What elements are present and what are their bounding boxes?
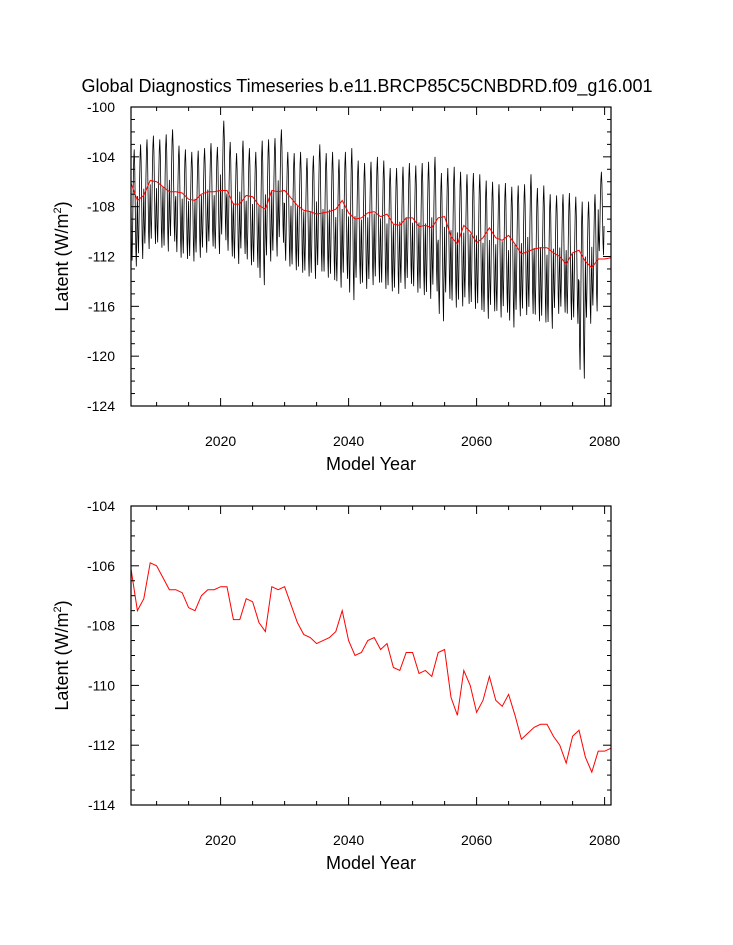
x-axis-title: Model Year (326, 454, 416, 474)
y-tick-label: -112 (88, 249, 115, 265)
x-tick-label: 2080 (589, 433, 620, 449)
x-tick-label: 2040 (333, 832, 364, 848)
x-tick-label: 2020 (205, 433, 236, 449)
y-tick-label: -112 (88, 737, 115, 753)
x-tick-label: 2060 (461, 433, 492, 449)
x-tick-label: 2080 (589, 832, 620, 848)
x-tick-label: 2040 (333, 433, 364, 449)
series-annual-line (131, 179, 611, 269)
y-tick-label: -124 (87, 398, 115, 414)
y-axis-title: Latent (W/m2) (52, 600, 72, 710)
series-monthly-line (131, 120, 605, 379)
bottom-panel: 2020 2040 2060 2080 -114 -112 -110 -108 -106 -104… (52, 498, 620, 873)
x-tick-label: 2020 (205, 832, 236, 848)
y-tick-label: -104 (87, 498, 115, 514)
y-tick-label: -120 (87, 348, 115, 364)
y-tick-label: -110 (88, 677, 115, 693)
plot-frame (130, 505, 612, 806)
series-annual-line (131, 562, 611, 774)
chart-title: Global Diagnostics Timeseries b.e11.BRCP… (82, 76, 653, 97)
x-axis-title: Model Year (326, 853, 416, 873)
y-tick-label: -100 (87, 99, 115, 115)
y-axis-title: Latent (W/m2) (52, 201, 72, 311)
x-tick-label: 2060 (461, 832, 492, 848)
y-tick-label: -106 (87, 558, 115, 574)
y-tick-label: -114 (88, 797, 115, 813)
y-tick-label: -108 (87, 199, 115, 215)
y-tick-label: -116 (88, 298, 115, 314)
y-tick-label: -108 (87, 618, 115, 634)
top-panel: 2020 2040 2060 2080 -124 -120 -116 -112 -108 -104… (52, 99, 620, 474)
plot-frame (130, 106, 612, 407)
y-tick-label: -104 (87, 149, 115, 165)
